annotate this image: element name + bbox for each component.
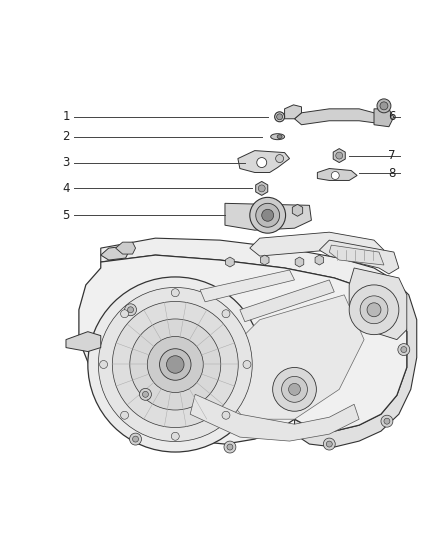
Polygon shape bbox=[256, 181, 268, 196]
Circle shape bbox=[140, 389, 152, 400]
Polygon shape bbox=[295, 257, 304, 267]
Circle shape bbox=[250, 197, 286, 233]
Ellipse shape bbox=[271, 134, 285, 140]
Polygon shape bbox=[285, 105, 301, 119]
Polygon shape bbox=[116, 242, 135, 254]
Polygon shape bbox=[374, 109, 394, 127]
Circle shape bbox=[381, 415, 393, 427]
Text: 2: 2 bbox=[62, 130, 70, 143]
Circle shape bbox=[349, 285, 399, 335]
Circle shape bbox=[380, 102, 388, 110]
Circle shape bbox=[367, 303, 381, 317]
Polygon shape bbox=[220, 295, 364, 419]
Polygon shape bbox=[333, 149, 345, 163]
Circle shape bbox=[133, 436, 138, 442]
Circle shape bbox=[275, 112, 285, 122]
Circle shape bbox=[262, 209, 274, 221]
Circle shape bbox=[224, 441, 236, 453]
Circle shape bbox=[171, 289, 179, 297]
Polygon shape bbox=[225, 203, 311, 230]
Text: 8: 8 bbox=[388, 167, 396, 180]
Circle shape bbox=[222, 411, 230, 419]
Circle shape bbox=[112, 302, 238, 427]
Polygon shape bbox=[101, 246, 129, 260]
Polygon shape bbox=[101, 238, 399, 298]
Circle shape bbox=[147, 336, 203, 392]
Circle shape bbox=[99, 360, 108, 368]
Polygon shape bbox=[294, 280, 417, 447]
Polygon shape bbox=[79, 255, 407, 444]
Circle shape bbox=[336, 152, 343, 159]
Polygon shape bbox=[66, 332, 101, 352]
Circle shape bbox=[277, 114, 283, 120]
Text: 5: 5 bbox=[62, 209, 70, 222]
Circle shape bbox=[98, 287, 252, 441]
Circle shape bbox=[166, 356, 184, 373]
Circle shape bbox=[142, 391, 148, 397]
Circle shape bbox=[171, 432, 179, 440]
Circle shape bbox=[256, 203, 279, 227]
Polygon shape bbox=[319, 240, 399, 274]
Circle shape bbox=[120, 310, 128, 318]
Circle shape bbox=[323, 438, 335, 450]
Circle shape bbox=[257, 158, 267, 167]
Circle shape bbox=[124, 304, 137, 316]
Circle shape bbox=[377, 99, 391, 113]
Circle shape bbox=[289, 383, 300, 395]
Circle shape bbox=[120, 411, 128, 419]
Circle shape bbox=[243, 360, 251, 368]
Polygon shape bbox=[190, 394, 359, 441]
Circle shape bbox=[282, 376, 307, 402]
Polygon shape bbox=[238, 151, 290, 173]
Circle shape bbox=[130, 433, 141, 445]
Circle shape bbox=[258, 185, 265, 192]
Circle shape bbox=[398, 344, 410, 356]
Circle shape bbox=[384, 418, 390, 424]
Polygon shape bbox=[315, 255, 324, 265]
Circle shape bbox=[127, 307, 134, 313]
Polygon shape bbox=[200, 270, 294, 302]
Circle shape bbox=[130, 319, 221, 410]
Circle shape bbox=[326, 441, 332, 447]
Polygon shape bbox=[292, 204, 303, 216]
Circle shape bbox=[159, 349, 191, 380]
Polygon shape bbox=[240, 280, 334, 322]
Polygon shape bbox=[329, 245, 384, 265]
Polygon shape bbox=[294, 109, 379, 125]
Circle shape bbox=[88, 277, 263, 452]
Circle shape bbox=[401, 346, 407, 352]
Polygon shape bbox=[226, 257, 234, 267]
Circle shape bbox=[360, 296, 388, 324]
Ellipse shape bbox=[277, 135, 282, 139]
Circle shape bbox=[331, 172, 339, 180]
Circle shape bbox=[227, 444, 233, 450]
Text: 1: 1 bbox=[62, 110, 70, 123]
Polygon shape bbox=[250, 232, 384, 256]
Text: 4: 4 bbox=[62, 182, 70, 195]
Text: 6: 6 bbox=[388, 110, 396, 123]
Text: 7: 7 bbox=[388, 149, 396, 162]
Circle shape bbox=[276, 155, 283, 163]
Circle shape bbox=[222, 310, 230, 318]
Polygon shape bbox=[318, 168, 357, 181]
Circle shape bbox=[273, 367, 316, 411]
Polygon shape bbox=[261, 255, 269, 265]
Text: 3: 3 bbox=[62, 156, 70, 169]
Polygon shape bbox=[349, 268, 407, 340]
